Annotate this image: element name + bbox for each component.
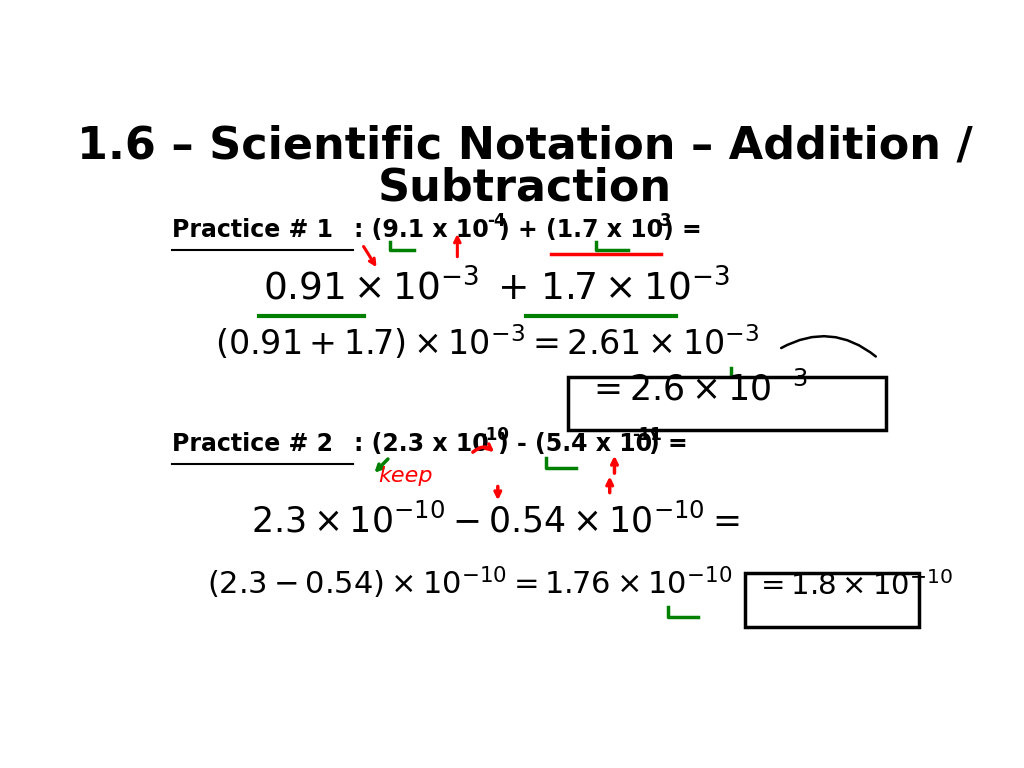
Text: $2.3 \times 10^{-10} - 0.54 \times 10^{-10} =$: $2.3 \times 10^{-10} - 0.54 \times 10^{-… xyxy=(251,504,739,540)
Text: : (9.1 x 10: : (9.1 x 10 xyxy=(354,218,488,242)
FancyBboxPatch shape xyxy=(568,377,886,430)
Text: $(0.91 + 1.7) \times 10^{-3} = 2.61 \times 10^{-3}$: $(0.91 + 1.7) \times 10^{-3} = 2.61 \tim… xyxy=(215,323,760,362)
FancyBboxPatch shape xyxy=(744,573,920,627)
Text: 1.6 – Scientific Notation – Addition /: 1.6 – Scientific Notation – Addition / xyxy=(77,124,973,167)
Text: ) + (1.7 x 10: ) + (1.7 x 10 xyxy=(500,218,664,242)
Text: ) =: ) = xyxy=(649,432,688,456)
Text: $+ \ 1.7 \times 10^{-3}$: $+ \ 1.7 \times 10^{-3}$ xyxy=(497,270,730,308)
Text: -10: -10 xyxy=(479,426,509,445)
Text: keep: keep xyxy=(378,466,432,486)
Text: -4: -4 xyxy=(486,213,505,230)
Text: $= 2.6 \times 10^{-3}$: $= 2.6 \times 10^{-3}$ xyxy=(587,372,808,408)
Text: : (2.3 x 10: : (2.3 x 10 xyxy=(354,432,488,456)
Text: ) =: ) = xyxy=(663,218,701,242)
Text: -11: -11 xyxy=(632,426,662,445)
Text: $(2.3 - 0.54) \times 10^{-10} = 1.76 \times 10^{-10}$: $(2.3 - 0.54) \times 10^{-10} = 1.76 \ti… xyxy=(207,565,732,601)
Text: ) - (5.4 x 10: ) - (5.4 x 10 xyxy=(498,432,652,456)
Text: $0.91 \times 10^{-3}$: $0.91 \times 10^{-3}$ xyxy=(263,270,479,308)
Text: -3: -3 xyxy=(653,213,672,230)
Text: Practice # 2: Practice # 2 xyxy=(172,432,333,456)
Text: Practice # 1: Practice # 1 xyxy=(172,218,333,242)
Text: $= 1.8 \times 10^{-10}$: $= 1.8 \times 10^{-10}$ xyxy=(755,571,953,601)
Text: Subtraction: Subtraction xyxy=(378,166,672,209)
